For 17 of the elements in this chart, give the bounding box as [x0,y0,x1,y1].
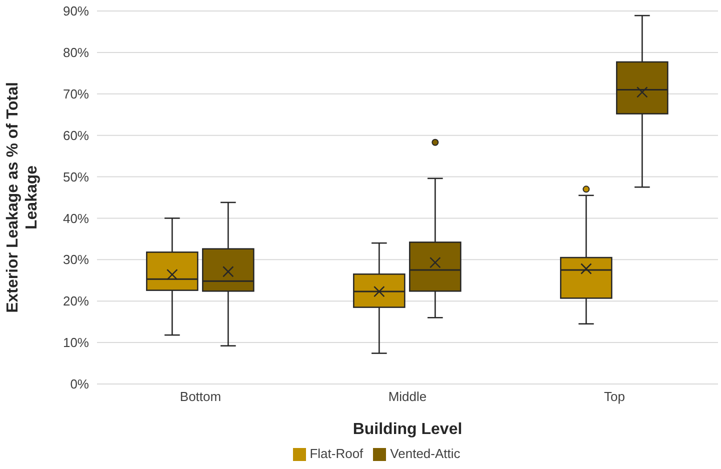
y-tick-label: 10% [62,335,90,350]
y-tick-label: 20% [62,294,90,309]
y-tick-label: 90% [62,4,90,19]
y-tick-label: 80% [62,45,90,60]
x-tick-label: Middle [388,389,427,404]
y-tick-label: 60% [62,128,90,143]
y-axis-title: Exterior Leakage as % of Total Leakage [4,82,40,313]
y-tick-label: 30% [62,252,90,268]
legend-label: Flat-Roof [310,446,364,461]
x-tick-label: Bottom [180,389,222,404]
legend-label: Vented-Attic [390,446,460,461]
y-tick-label: 50% [62,169,90,184]
y-tick-label: 0% [70,376,90,392]
y-tick-label: 40% [62,210,90,226]
x-axis-title: Building Level [352,420,462,438]
x-tick-label: Top [604,389,625,404]
y-tick-label: 70% [62,86,90,102]
